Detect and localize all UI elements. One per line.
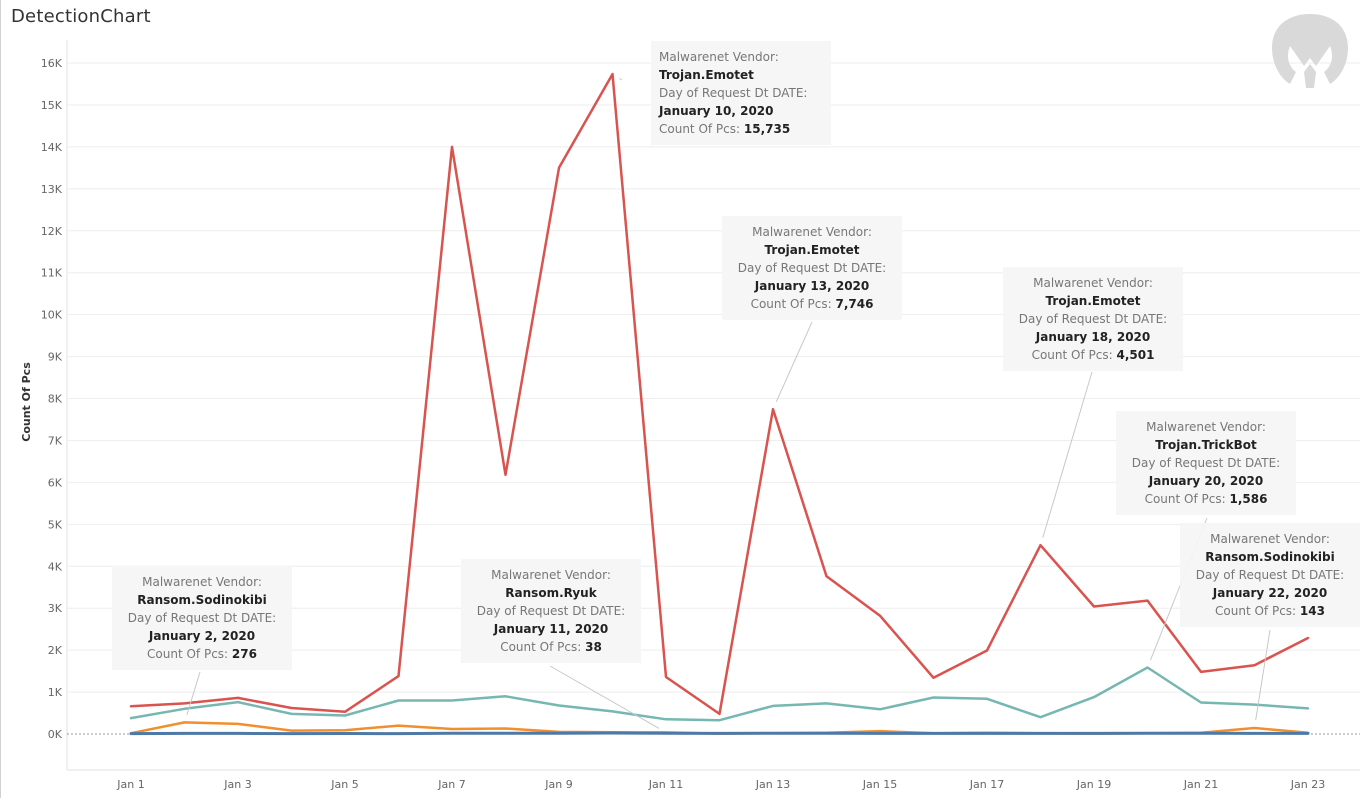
y-tick-label: 7K — [48, 434, 63, 447]
tooltip-count: 1,586 — [1229, 492, 1268, 506]
tooltip-date: January 10, 2020 — [659, 104, 774, 118]
x-tick-label: Jan 23 — [1290, 778, 1325, 791]
y-tick-label: 3K — [48, 602, 63, 615]
tooltip-date-label: Day of Request Dt DATE: — [127, 611, 277, 625]
tooltip-date: January 18, 2020 — [1035, 330, 1151, 344]
tooltip-leader-line — [549, 665, 660, 729]
malwarebytes-logo-icon — [1272, 14, 1348, 88]
tooltip-annotation: Malwarenet Vendor: Ransom.Sodinokibi Day… — [1180, 523, 1360, 627]
page-title: DetectionChart — [11, 6, 151, 27]
tooltip-vendor: Trojan.Emotet — [764, 243, 860, 257]
tooltip-vendor-label: Malwarenet Vendor: — [1033, 276, 1153, 290]
tooltip-vendor: Trojan.Emotet — [659, 68, 754, 82]
tooltip-annotation: Malwarenet Vendor: Ransom.Ryuk Day of Re… — [461, 559, 641, 663]
tooltip-count: 38 — [585, 640, 602, 654]
left-border — [0, 0, 1, 798]
tooltip-annotation: Malwarenet Vendor: Ransom.Sodinokibi Day… — [112, 566, 292, 670]
tooltip-leader-line — [619, 77, 623, 81]
tooltip-vendor: Ransom.Sodinokibi — [1205, 550, 1335, 564]
tooltip-date: January 20, 2020 — [1148, 474, 1264, 488]
tooltip-count-label: Count Of Pcs: — [1031, 348, 1113, 362]
y-tick-label: 9K — [48, 351, 63, 364]
tooltip-date-label: Day of Request Dt DATE: — [659, 86, 808, 100]
tooltip-count-label: Count Of Pcs: — [147, 647, 229, 661]
tooltip-vendor: Ransom.Ryuk — [505, 586, 597, 600]
x-tick-label: Jan 3 — [223, 778, 251, 791]
tooltip-vendor-label: Malwarenet Vendor: — [491, 568, 611, 582]
y-tick-label: 10K — [41, 309, 63, 322]
tooltip-date-label: Day of Request Dt DATE: — [1018, 312, 1168, 326]
y-tick-label: 2K — [48, 644, 63, 657]
series-line-0 — [129, 72, 1310, 716]
tooltip-date-label: Day of Request Dt DATE: — [737, 261, 887, 275]
y-tick-label: 14K — [41, 141, 63, 154]
x-tick-label: Jan 21 — [1183, 778, 1218, 791]
x-tick-label: Jan 11 — [648, 778, 683, 791]
y-tick-label: 5K — [48, 518, 63, 531]
x-tick-label: Jan 17 — [969, 778, 1004, 791]
tooltip-leader-line — [1255, 629, 1271, 721]
tooltip-date-label: Day of Request Dt DATE: — [1131, 456, 1281, 470]
tooltip-date: January 11, 2020 — [493, 622, 609, 636]
tooltip-count: 7,746 — [835, 297, 874, 311]
tooltip-vendor-label: Malwarenet Vendor: — [752, 225, 872, 239]
x-tick-label: Jan 9 — [544, 778, 572, 791]
y-tick-label: 0K — [48, 728, 63, 741]
tooltip-date-label: Day of Request Dt DATE: — [476, 604, 626, 618]
y-axis-label: Count Of Pcs — [20, 362, 33, 442]
tooltip-leader-line — [186, 671, 201, 715]
tooltip-count: 4,501 — [1116, 348, 1155, 362]
tooltip-vendor: Trojan.Emotet — [1045, 294, 1141, 308]
y-tick-label: 11K — [41, 267, 63, 280]
series-line-3 — [129, 731, 1310, 736]
tooltip-leader-line — [1042, 371, 1093, 538]
tooltip-count: 15,735 — [743, 122, 791, 136]
tooltip-count-label: Count Of Pcs: — [659, 122, 741, 136]
x-tick-label: Jan 15 — [862, 778, 897, 791]
tooltip-vendor-label: Malwarenet Vendor: — [1210, 532, 1330, 546]
tooltip-count: 143 — [1299, 604, 1325, 618]
x-tick-label: Jan 7 — [437, 778, 465, 791]
y-tick-label: 6K — [48, 476, 63, 489]
tooltip-annotation: Malwarenet Vendor: Trojan.Emotet Day of … — [722, 216, 902, 320]
tooltip-vendor: Trojan.TrickBot — [1155, 438, 1257, 452]
tooltip-date-label: Day of Request Dt DATE: — [1195, 568, 1345, 582]
y-tick-label: 4K — [48, 560, 63, 573]
y-tick-label: 8K — [48, 393, 63, 406]
tooltip-count-label: Count Of Pcs: — [1215, 604, 1297, 618]
tooltip-date: January 22, 2020 — [1212, 586, 1328, 600]
series-line-1 — [129, 666, 1310, 722]
x-tick-label: Jan 19 — [1076, 778, 1111, 791]
y-tick-label: 15K — [41, 99, 63, 112]
y-tick-label: 1K — [48, 686, 63, 699]
tooltip-vendor-label: Malwarenet Vendor: — [142, 575, 262, 589]
tooltip-annotation: Malwarenet Vendor: Trojan.Emotet Day of … — [1003, 267, 1183, 371]
tooltip-date: January 13, 2020 — [754, 279, 870, 293]
x-tick-label: Jan 1 — [116, 778, 144, 791]
tooltip-date: January 2, 2020 — [148, 629, 256, 643]
x-tick-label: Jan 5 — [330, 778, 358, 791]
x-tick-label: Jan 13 — [755, 778, 790, 791]
tooltip-vendor-label: Malwarenet Vendor: — [659, 50, 779, 64]
tooltip-count-label: Count Of Pcs: — [750, 297, 832, 311]
y-tick-label: 13K — [41, 183, 63, 196]
tooltip-count: 276 — [231, 647, 257, 661]
y-tick-label: 16K — [41, 57, 63, 70]
tooltip-count-label: Count Of Pcs: — [1144, 492, 1226, 506]
tooltip-annotation: Malwarenet Vendor: Trojan.TrickBot Day o… — [1116, 411, 1296, 515]
tooltip-annotation: Malwarenet Vendor: Trojan.Emotet Day of … — [651, 41, 831, 145]
y-tick-label: 12K — [41, 225, 63, 238]
tooltip-count-label: Count Of Pcs: — [500, 640, 582, 654]
tooltip-leader-line — [775, 321, 813, 403]
tooltip-vendor-label: Malwarenet Vendor: — [1146, 420, 1266, 434]
tooltip-vendor: Ransom.Sodinokibi — [137, 593, 267, 607]
